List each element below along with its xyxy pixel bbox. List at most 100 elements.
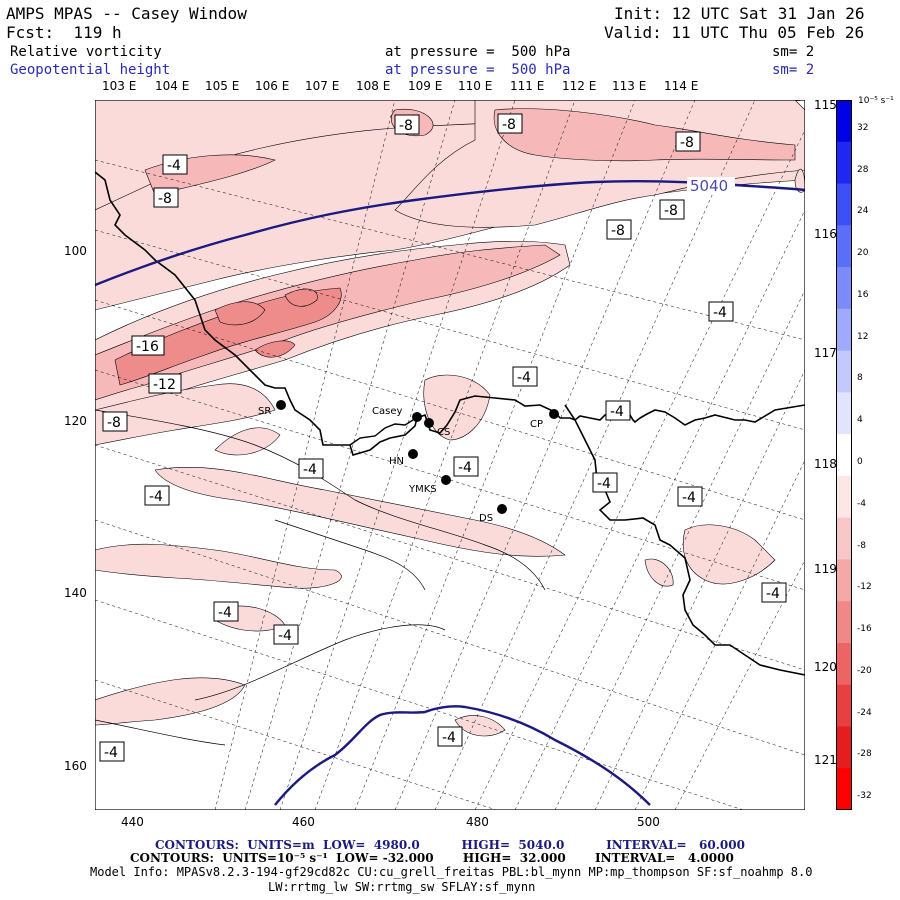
- colorbar-swatch: [836, 225, 852, 268]
- vorticity-contour-label: -8: [107, 415, 121, 431]
- station-label: HN: [389, 456, 404, 467]
- station-label: Casey: [372, 406, 402, 417]
- colorbar-swatch: [836, 559, 852, 602]
- station-label: CS: [437, 427, 450, 438]
- vorticity-label-box: [298, 458, 324, 479]
- vorticity-contour-label: -8: [502, 117, 516, 133]
- vorticity-contour-label: -16: [136, 339, 159, 355]
- bottom-axis-label: 440: [121, 815, 144, 829]
- vorticity-label-box: [162, 154, 188, 175]
- colorbar-unit: 10⁻⁵ s⁻¹: [858, 96, 894, 106]
- colorbar-label: 4: [857, 415, 863, 426]
- colorbar-label: -8: [857, 540, 866, 551]
- vorticity-label-box: [605, 400, 631, 421]
- colorbar-label: -20: [857, 665, 872, 676]
- station-dot-hn: [408, 449, 418, 459]
- vorticity-contour-label: -4: [167, 158, 181, 174]
- vorticity-shading: [95, 100, 805, 737]
- vorticity-contour-label: -4: [303, 462, 317, 478]
- vorticity-contour-label: -8: [158, 191, 172, 207]
- vorticity-label-box: [708, 301, 734, 322]
- vorticity-contour-label: -4: [458, 460, 472, 476]
- colorbar-swatch: [836, 726, 852, 769]
- chart-title: AMPS MPAS -- Casey Window: [6, 4, 247, 23]
- vorticity-contour-label: -4: [610, 404, 624, 420]
- vorticity-contour-info: CONTOURS: UNITS=10⁻⁵ s⁻¹ LOW= -32.000 HI…: [130, 851, 734, 865]
- top-lon-label: 110 E: [458, 79, 493, 93]
- top-lon-label: 106 E: [255, 79, 290, 93]
- model-info-physics: LW:rrtmg_lw SW:rrtmg_sw SFLAY:sf_mynn: [268, 880, 536, 894]
- station-dot-casey: [412, 412, 422, 422]
- colorbar-label: 32: [857, 122, 869, 133]
- colorbar-swatch: [836, 183, 852, 226]
- top-lon-label: 103 E: [102, 79, 137, 93]
- colorbar-label: -32: [857, 791, 872, 802]
- colorbar-label: 24: [857, 206, 869, 217]
- station-markers: SR Casey CS HN YMKS DS CP: [258, 400, 559, 524]
- top-lon-label: 107 E: [305, 79, 340, 93]
- top-lon-label: 104 E: [155, 79, 190, 93]
- field2-name: Geopotential height: [10, 62, 171, 78]
- station-dot-ds: [497, 504, 507, 514]
- vorticity-contour-label: -4: [104, 745, 118, 761]
- colorbar-swatch: [836, 517, 852, 560]
- vorticity-contour-label: -8: [611, 223, 625, 239]
- top-lon-label: 109 E: [408, 79, 443, 93]
- colorbar-label: -28: [857, 749, 872, 760]
- field2-level: at pressure = 500 hPa: [385, 62, 571, 78]
- bottom-axis-label: 500: [637, 815, 660, 829]
- station-dot-sr: [276, 400, 286, 410]
- station-dot-ymks: [441, 475, 451, 485]
- vorticity-contour-label: -4: [218, 605, 232, 621]
- left-axis-label: 100: [64, 244, 87, 258]
- vorticity-label-box: [453, 456, 479, 477]
- colorbar-label: 0: [857, 457, 863, 467]
- vorticity-contour-label: -4: [278, 628, 292, 644]
- colorbar-label: -24: [857, 707, 872, 718]
- colorbar-swatch: [836, 392, 852, 435]
- model-info: Model Info: MPASv8.2.3-194-gf29cd82c CU:…: [90, 865, 813, 879]
- colorbar-swatch: [836, 475, 852, 519]
- vorticity-label-box: [675, 131, 701, 152]
- colorbar-label: -16: [857, 624, 872, 635]
- vorticity-label-box: [677, 486, 703, 507]
- vorticity-label-box: [659, 199, 685, 220]
- station-label: CP: [530, 419, 543, 430]
- vorticity-label-box: [153, 187, 179, 208]
- vorticity-label-box: [131, 335, 165, 356]
- init-time: Init: 12 UTC Sat 31 Jan 26: [614, 4, 865, 23]
- vorticity-label-box: [102, 411, 128, 432]
- height-label-bg: [687, 177, 735, 195]
- vorticity-contour-label: -4: [713, 305, 727, 321]
- vorticity-contour-label: -12: [153, 377, 176, 393]
- field1-level: at pressure = 500 hPa: [385, 44, 571, 60]
- colorbar-label: 20: [857, 248, 869, 259]
- colorbar-swatch: [836, 267, 852, 310]
- colorbar-swatch: [836, 434, 852, 477]
- station-dot-cp: [549, 409, 559, 419]
- colorbar-label: 28: [857, 164, 869, 175]
- top-lon-label: 108 E: [356, 79, 391, 93]
- vorticity-contours: [95, 409, 546, 746]
- vorticity-contour-label: -4: [766, 586, 780, 602]
- colorbar-label: -4: [857, 498, 866, 509]
- colorbar-swatch: [836, 684, 852, 727]
- colorbar-swatch: [836, 100, 852, 143]
- coastline-inner: [349, 419, 414, 446]
- colorbar-swatch: [836, 768, 852, 810]
- vorticity-contour-label: -8: [399, 118, 413, 134]
- vorticity-label-box: [761, 582, 787, 603]
- vorticity-label-box: [512, 366, 538, 387]
- vorticity-label-box: [592, 472, 618, 493]
- colorbar-swatch: [836, 642, 852, 686]
- vorticity-contour-label: -4: [149, 489, 163, 505]
- height-contour-label: 5040: [690, 177, 728, 195]
- colorbar-swatch: [836, 308, 852, 352]
- vorticity-label-box: [273, 624, 299, 645]
- station-label: DS: [479, 513, 493, 524]
- colorbar-label: 16: [857, 289, 869, 300]
- vorticity-label-box: [99, 741, 125, 762]
- vorticity-contour-label: -4: [442, 730, 456, 746]
- top-lon-label: 113 E: [612, 79, 647, 93]
- top-lon-label: 114 E: [664, 79, 699, 93]
